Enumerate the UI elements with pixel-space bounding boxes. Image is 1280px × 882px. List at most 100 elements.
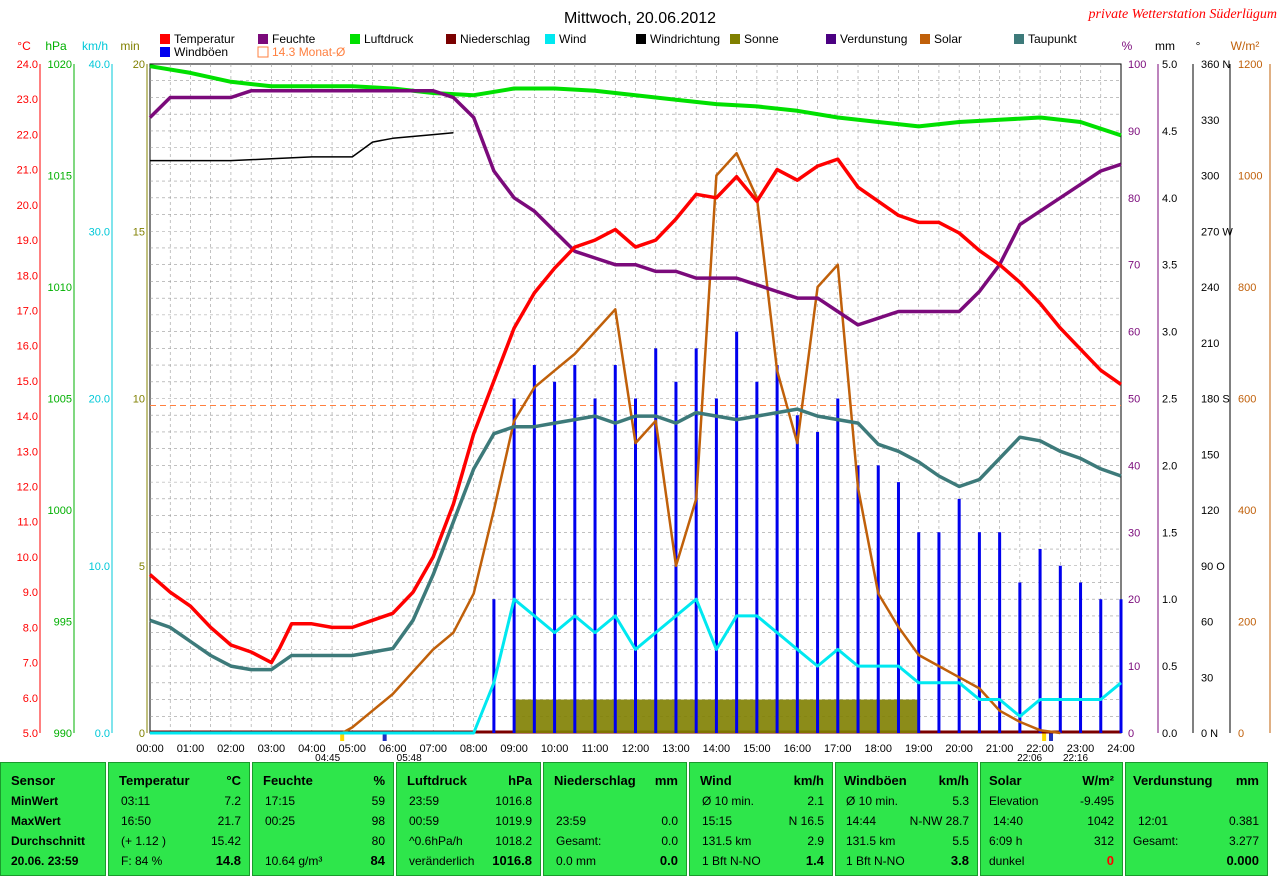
stats-precipitation: Niederschlag mm 23:59 0.0 Gesamt: 0.0 0.…	[543, 762, 687, 876]
precip-axis-tick: 4.0	[1162, 193, 1177, 205]
wind-avg: 2.9	[807, 834, 824, 848]
legend-label: Verdunstung	[840, 32, 907, 46]
gust-avg: 5.5	[952, 834, 969, 848]
press-forecast: veränderlich	[409, 854, 475, 868]
winddir-axis-tick: 90 O	[1201, 561, 1225, 573]
row-label-min: MinWert	[11, 794, 59, 808]
legend-label: Windböen	[174, 45, 228, 59]
humidity-axis-tick: 50	[1128, 394, 1140, 406]
precip-axis-tick: 1.0	[1162, 594, 1177, 606]
legend-swatch	[920, 34, 930, 44]
chart-legend: Temperatur Feuchte Luftdruck Niederschlag Wi…	[160, 32, 1077, 59]
humidity-axis-tick: 60	[1128, 327, 1140, 339]
press-avg: 1018.2	[495, 834, 532, 848]
wind-direction-line	[150, 132, 454, 162]
temp-axis-tick: 13.0	[17, 446, 38, 458]
sun-event-marker	[340, 733, 345, 741]
legend-swatch	[730, 34, 740, 44]
sun-axis-tick: 20	[133, 59, 145, 71]
pressure-axis-tick: 1020	[48, 59, 72, 71]
temp-axis-tick: 11.0	[17, 517, 38, 529]
temp-header: Temperatur	[119, 773, 190, 788]
wind-avg10: 2.1	[807, 794, 824, 808]
winddir-axis-tick: 240	[1201, 282, 1219, 294]
wind-max-time: 15:15	[702, 814, 733, 828]
temp-axis-tick: 10.0	[17, 552, 38, 564]
time-tick: 24:00	[1107, 743, 1135, 755]
precip-total-label: Gesamt:	[556, 834, 602, 848]
hum-unit: %	[373, 773, 385, 788]
legend-label: Wind	[559, 32, 586, 46]
chart-series	[148, 64, 1123, 735]
temp-axis-tick: 22.0	[17, 129, 38, 141]
temp-axis-tick: 12.0	[17, 482, 38, 494]
pressure-axis-tick: 1015	[48, 171, 72, 183]
winddir-axis-tick: 360 N	[1201, 59, 1230, 71]
time-tick: 01:00	[177, 743, 205, 755]
press-min: 1016.8	[495, 794, 532, 808]
temp-axis-tick: 21.0	[17, 165, 38, 177]
legend-swatch	[446, 34, 456, 44]
solar-axis-tick: 800	[1238, 282, 1256, 294]
legend-swatch	[1014, 34, 1024, 44]
pressure-axis-tick: 995	[54, 617, 72, 629]
stats-sensor-header: Sensor	[11, 773, 56, 788]
precip-unit: mm	[654, 773, 678, 788]
temp-axis-tick: 23.0	[17, 94, 38, 106]
time-tick: 12:00	[622, 743, 650, 755]
gust-avg-label: Ø 10 min.	[846, 794, 899, 808]
station-name: private Wetterstation Süderlügum	[1088, 7, 1277, 22]
sun-event-time: 05:48	[397, 753, 422, 762]
legend-label: Solar	[934, 32, 962, 46]
gust-current: 3.8	[950, 853, 969, 868]
legend-label: Taupunkt	[1028, 32, 1077, 46]
row-label-avg: Durchschnitt	[11, 834, 86, 848]
sun-axis-tick: 15	[133, 226, 145, 238]
pressure-axis-tick: 990	[54, 728, 72, 740]
time-tick: 17:00	[824, 743, 852, 755]
precip-axis-tick: 5.0	[1162, 59, 1177, 71]
temp-avg: 15.42	[210, 834, 241, 848]
temp-min-time: 03:11	[121, 794, 151, 808]
stats-wind: Wind km/h Ø 10 min. 2.1 15:15 N 16.5 131…	[689, 762, 833, 876]
gust-beaufort: 1 Bft N-NO	[846, 854, 905, 868]
solar-sunshine-hours: 6:09 h	[989, 834, 1023, 848]
winddir-axis-unit: °	[1196, 39, 1201, 53]
solar-line	[341, 151, 1061, 735]
wind-axis-tick: 30.0	[89, 226, 110, 238]
temp-axis-tick: 24.0	[17, 59, 38, 71]
humidity-axis-tick: 20	[1128, 594, 1140, 606]
sun-event-time: 22:16	[1063, 753, 1088, 762]
temp-axis-tick: 6.0	[23, 693, 38, 705]
pressure-line	[149, 64, 1122, 138]
time-tick: 11:00	[582, 743, 609, 755]
legend-label: Feuchte	[272, 32, 316, 46]
humidity-axis-tick: 90	[1128, 126, 1140, 138]
solar-elevation-label: Elevation	[989, 794, 1039, 808]
press-header: Luftdruck	[407, 773, 467, 788]
precip-axis-tick: 3.0	[1162, 327, 1177, 339]
stats-pressure: Luftdruck hPa 23:59 1016.8 00:59 1019.9 …	[396, 762, 541, 876]
hum-max-time: 00:25	[265, 814, 296, 828]
evap-max-time: 12:01	[1138, 814, 1169, 828]
wind-axis-tick: 0.0	[95, 728, 110, 740]
time-tick: 10:00	[541, 743, 569, 755]
wind-max: N 16.5	[788, 814, 824, 828]
solar-axis-tick: 0	[1238, 728, 1244, 740]
legend-label: Niederschlag	[460, 32, 530, 46]
winddir-axis-tick: 270 W	[1201, 226, 1233, 238]
legend-label: Sonne	[744, 32, 779, 46]
hum-max: 98	[371, 814, 385, 828]
wind-line	[150, 597, 1122, 735]
winddir-axis-tick: 120	[1201, 505, 1219, 517]
temp-axis-tick: 18.0	[17, 270, 38, 282]
legend-swatch	[350, 34, 360, 44]
wind-axis-unit: km/h	[82, 39, 108, 53]
wind-avg-label: Ø 10 min.	[702, 794, 755, 808]
winddir-axis-tick: 150	[1201, 449, 1219, 461]
press-current: 1016.8	[492, 853, 532, 868]
temp-axis-unit: °C	[17, 39, 31, 53]
time-tick: 05:00	[339, 743, 367, 755]
pressure-axis-tick: 1005	[48, 394, 72, 406]
gust-avg10: 5.3	[952, 794, 969, 808]
